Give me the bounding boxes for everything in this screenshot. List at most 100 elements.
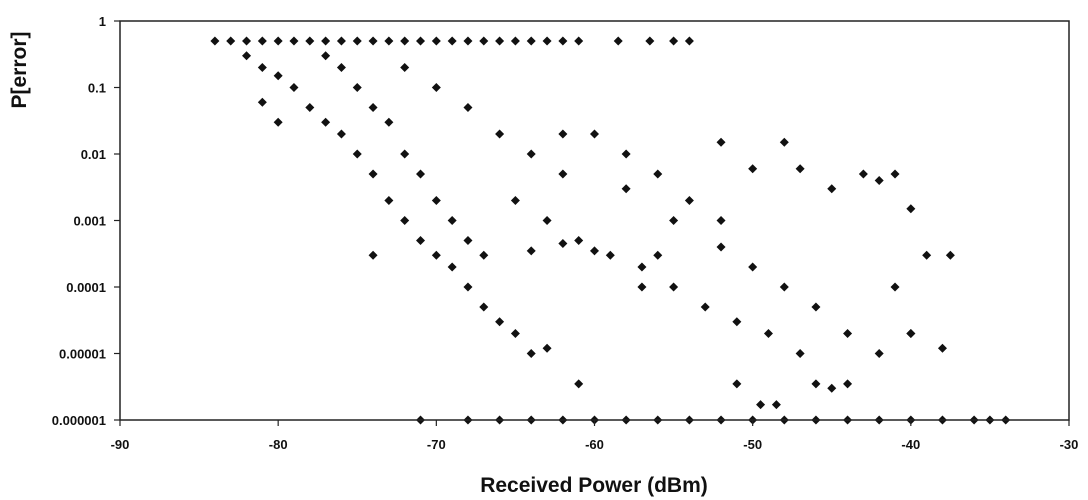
- scatter-point: [463, 282, 473, 292]
- scatter-point: [558, 239, 568, 249]
- scatter-point: [384, 195, 394, 205]
- scatter-point: [210, 36, 220, 46]
- scatter-point: [669, 282, 679, 292]
- x-tick-label: -60: [585, 437, 604, 452]
- scatter-point: [613, 36, 623, 46]
- scatter-point: [771, 400, 781, 410]
- scatter-point: [732, 379, 742, 389]
- scatter-point: [305, 36, 315, 46]
- y-tick-label: 0.000001: [52, 413, 106, 428]
- scatter-point: [732, 317, 742, 327]
- scatter-point: [653, 169, 663, 179]
- scatter-point: [637, 262, 647, 272]
- scatter-point: [257, 97, 267, 107]
- scatter-point: [479, 302, 489, 312]
- scatter-point: [795, 164, 805, 174]
- scatter-point: [368, 103, 378, 113]
- scatter-point: [463, 36, 473, 46]
- scatter-point: [922, 250, 932, 260]
- scatter-point: [779, 282, 789, 292]
- scatter-point: [273, 71, 283, 81]
- scatter-point: [605, 250, 615, 260]
- scatter-point: [416, 236, 426, 246]
- scatter-point: [906, 328, 916, 338]
- scatter-point: [526, 149, 536, 159]
- scatter-point: [621, 184, 631, 194]
- scatter-point: [257, 62, 267, 72]
- scatter-point: [305, 103, 315, 113]
- scatter-point: [352, 36, 362, 46]
- scatter-point: [890, 282, 900, 292]
- scatter-point: [242, 36, 252, 46]
- x-tick-label: -40: [901, 437, 920, 452]
- scatter-point: [811, 379, 821, 389]
- scatter-point: [336, 62, 346, 72]
- scatter-point: [400, 149, 410, 159]
- y-tick-label: 0.0001: [66, 280, 106, 295]
- scatter-point: [289, 36, 299, 46]
- scatter-point: [558, 129, 568, 139]
- scatter-point: [416, 36, 426, 46]
- scatter-point: [352, 83, 362, 92]
- scatter-point: [669, 36, 679, 46]
- scatter-point: [273, 36, 283, 46]
- scatter-point: [645, 36, 655, 46]
- scatter-point: [874, 175, 884, 185]
- scatter-point: [495, 129, 505, 139]
- scatter-point: [590, 129, 599, 139]
- scatter-point: [558, 169, 568, 179]
- x-tick-label: -90: [111, 437, 130, 452]
- scatter-point: [684, 195, 694, 205]
- scatter-point: [716, 137, 726, 147]
- scatter-point: [756, 400, 766, 410]
- scatter-point: [479, 250, 489, 260]
- x-tick-label: -80: [269, 437, 288, 452]
- scatter-point: [321, 51, 331, 61]
- scatter-point: [447, 216, 457, 225]
- scatter-point: [669, 216, 679, 225]
- scatter-point: [716, 242, 726, 252]
- x-tick-label: -70: [427, 437, 446, 452]
- scatter-point: [843, 379, 853, 389]
- scatter-point: [431, 83, 441, 92]
- scatter-point: [447, 36, 457, 46]
- scatter-point: [890, 169, 900, 179]
- scatter-point: [226, 36, 236, 46]
- scatter-point: [321, 36, 331, 46]
- scatter-point: [368, 169, 378, 179]
- scatter-point: [748, 164, 758, 174]
- scatter-point: [700, 302, 710, 312]
- scatter-point: [336, 129, 346, 139]
- y-tick-label: 0.1: [88, 81, 106, 96]
- scatter-point: [431, 36, 441, 46]
- scatter-points: [210, 36, 1011, 425]
- scatter-point: [400, 36, 410, 46]
- scatter-point: [542, 216, 552, 225]
- scatter-point: [510, 328, 520, 338]
- scatter-point: [574, 36, 584, 46]
- scatter-point: [400, 62, 410, 72]
- scatter-point: [510, 195, 520, 205]
- scatter-point: [542, 343, 552, 353]
- y-tick-label: 0.00001: [59, 347, 106, 362]
- scatter-point: [843, 328, 853, 338]
- scatter-point: [384, 36, 394, 46]
- x-axis-ticks: -90 -80 -70 -60 -50 -40 -30: [111, 420, 1078, 452]
- scatter-point: [874, 349, 884, 358]
- y-tick-label: 0.01: [81, 147, 106, 162]
- scatter-point: [463, 236, 473, 246]
- scatter-point: [827, 184, 837, 194]
- scatter-point: [716, 216, 726, 225]
- scatter-point: [906, 204, 916, 214]
- scatter-point: [431, 250, 441, 260]
- scatter-point: [621, 149, 631, 159]
- scatter-point: [858, 169, 868, 179]
- x-tick-label: -50: [743, 437, 762, 452]
- scatter-point: [526, 36, 536, 46]
- y-axis-title: P[error]: [8, 31, 31, 108]
- scatter-point: [574, 236, 584, 246]
- scatter-point: [574, 379, 584, 389]
- scatter-point: [495, 36, 505, 46]
